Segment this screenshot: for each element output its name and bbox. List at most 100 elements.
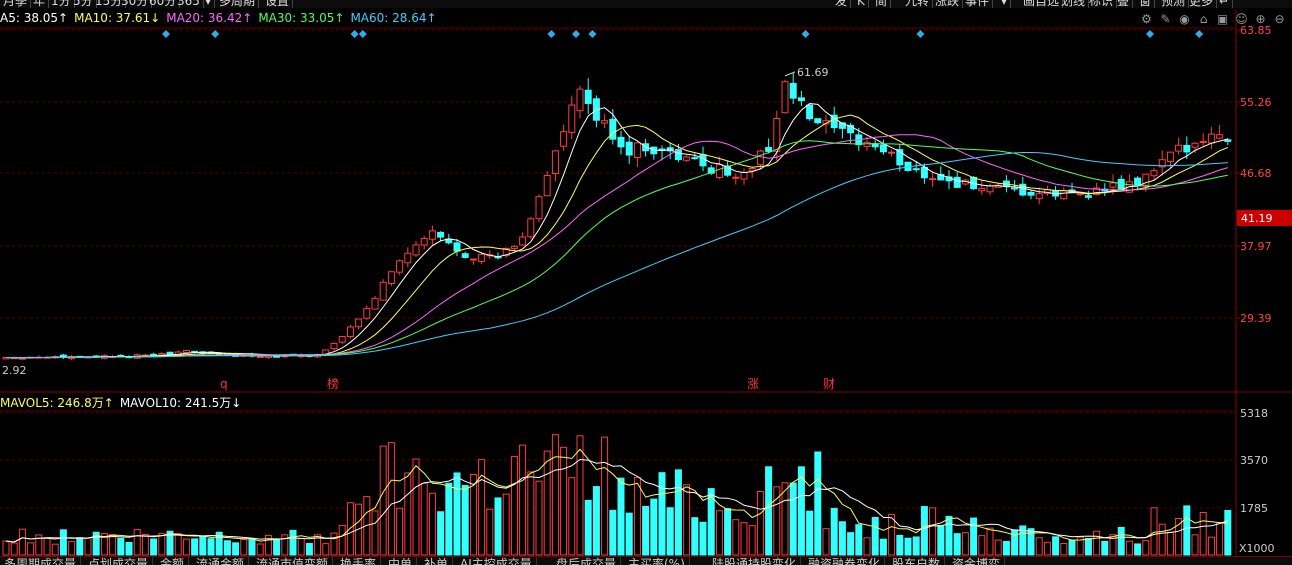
- indicator-tab[interactable]: 主买率(%): [624, 557, 690, 565]
- volume-bar: [330, 532, 338, 556]
- candle-body: [830, 114, 838, 129]
- candle-body: [1175, 144, 1183, 152]
- tool-tab[interactable]: 发: [832, 0, 852, 8]
- period-tab[interactable]: 30分: [118, 0, 153, 8]
- indicator-tab[interactable]: 中单: [384, 557, 418, 565]
- tool-tab[interactable]: ▾: [998, 0, 1012, 8]
- event-marker: 财: [823, 377, 835, 391]
- candle-body: [756, 150, 764, 166]
- volume-bar: [1158, 523, 1166, 556]
- eye-icon[interactable]: ◉: [1179, 12, 1190, 26]
- event-marker: 榜: [327, 376, 339, 391]
- candle-body: [814, 118, 822, 124]
- candle-body: [527, 218, 535, 238]
- low-price-label: 2.92: [2, 364, 27, 377]
- candle-body: [1207, 133, 1215, 144]
- candle-body: [584, 89, 592, 104]
- period-tab[interactable]: 多周期: [216, 0, 260, 8]
- volume-bar: [650, 498, 658, 556]
- volume-bar: [478, 459, 486, 556]
- indicator-tab[interactable]: 资金博弈: [948, 557, 1006, 565]
- zoom-in-icon[interactable]: ⊕: [1255, 12, 1266, 26]
- volume-bar: [379, 445, 387, 556]
- indicator-tab[interactable]: 流通市值变额: [252, 557, 334, 565]
- tool-tab[interactable]: 叠: [1114, 0, 1134, 8]
- volume-bar: [551, 434, 559, 556]
- peak-price-label: 61.69: [797, 66, 829, 79]
- period-tab[interactable]: 365: [174, 0, 204, 8]
- volume-bar: [412, 458, 420, 556]
- volume-bar: [592, 486, 600, 556]
- indicator-tab[interactable]: 融资融券变化: [804, 557, 886, 565]
- period-tab[interactable]: 15分: [92, 0, 127, 8]
- indicator-tab[interactable]: 盘后成交量: [552, 557, 622, 565]
- volume-bar: [1011, 529, 1019, 556]
- mask-icon[interactable]: ☺: [1235, 12, 1248, 26]
- ma-legend-item: MA20: 36.42↑: [166, 11, 253, 25]
- indicator-tab[interactable]: 多周期成交量: [0, 557, 82, 565]
- volume-bar: [871, 516, 879, 556]
- candle-body: [330, 342, 338, 350]
- candle-body: [838, 122, 846, 129]
- volume-bar: [461, 485, 469, 556]
- indicator-tab[interactable]: 点划成交量: [84, 557, 154, 565]
- indicator-tab[interactable]: 陆股通持股变化: [708, 557, 802, 565]
- volume-bar: [437, 511, 445, 556]
- tool-tab[interactable]: 预测: [1158, 0, 1190, 8]
- candle-body: [871, 143, 879, 148]
- lock-icon[interactable]: ⌂: [1199, 12, 1208, 26]
- volume-unit-label: X1000: [1239, 542, 1275, 555]
- indicator-tab[interactable]: 补单: [420, 557, 454, 565]
- period-tab[interactable]: 1分: [48, 0, 75, 8]
- period-tab[interactable]: 60分: [146, 0, 181, 8]
- zoom-out-icon[interactable]: ⊖: [1274, 12, 1285, 26]
- period-tab[interactable]: 5分: [70, 0, 97, 8]
- volume-bar: [1019, 525, 1027, 556]
- volume-bar: [863, 537, 871, 556]
- candle-body: [740, 171, 748, 180]
- volume-bar: [929, 507, 937, 556]
- period-tab[interactable]: 季: [12, 0, 32, 8]
- volume-bar: [84, 537, 92, 556]
- candle-body: [166, 351, 174, 356]
- indicator-tab[interactable]: 流通金额: [192, 557, 250, 565]
- tool-tab[interactable]: K: [854, 0, 869, 8]
- volume-bar: [1142, 540, 1150, 556]
- period-tab[interactable]: 设置: [262, 0, 294, 8]
- volume-bar: [297, 537, 305, 556]
- tool-tab[interactable]: 九转: [902, 0, 934, 8]
- indicator-tab[interactable]: AI主控成交量: [456, 557, 537, 565]
- indicator-tab[interactable]: 金额: [156, 557, 190, 565]
- candle-body: [666, 147, 674, 152]
- candle-body: [387, 271, 395, 284]
- settings-icon[interactable]: ⚙: [1141, 12, 1152, 26]
- indicator-tab[interactable]: 股东户数: [888, 557, 946, 565]
- candle-body: [453, 242, 461, 252]
- volume-bar: [1027, 528, 1035, 556]
- candle-body: [707, 167, 715, 174]
- tool-tab[interactable]: ↵: [1216, 0, 1234, 8]
- period-tab[interactable]: 年: [30, 0, 50, 8]
- candle-body: [338, 336, 346, 343]
- tool-tab[interactable]: 涨跌: [932, 0, 964, 8]
- candle-body: [182, 349, 190, 354]
- bag-icon[interactable]: ▣: [1216, 12, 1229, 26]
- indicator-tab[interactable]: 换手率: [336, 557, 382, 565]
- tool-tab[interactable]: 划线: [1058, 0, 1090, 8]
- tool-tab[interactable]: 窗: [1136, 0, 1156, 8]
- volume-bar: [822, 528, 830, 556]
- period-tab[interactable]: 月: [0, 0, 20, 8]
- candle-body: [789, 82, 797, 99]
- tool-tab[interactable]: 更多: [1186, 0, 1218, 8]
- period-tab[interactable]: ▾: [202, 0, 216, 8]
- tool-tab[interactable]: 事件: [962, 0, 994, 8]
- tool-tab[interactable]: 标识: [1086, 0, 1118, 8]
- candle-body: [461, 253, 469, 258]
- candle-body: [576, 88, 584, 112]
- tool-tab[interactable]: 画自选: [1020, 0, 1064, 8]
- volume-bar: [502, 493, 510, 556]
- tool-tab[interactable]: 简: [872, 0, 892, 8]
- volume-bar: [797, 466, 805, 556]
- brush-icon[interactable]: ✎: [1160, 12, 1171, 26]
